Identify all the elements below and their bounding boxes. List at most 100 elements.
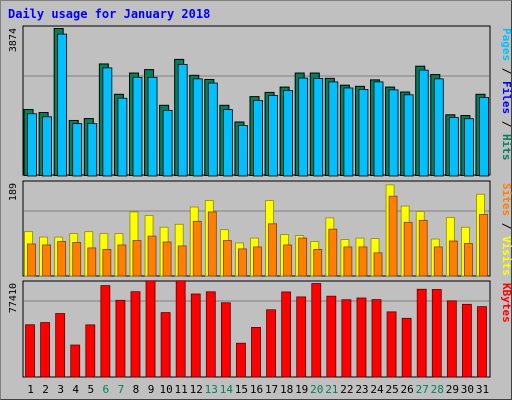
x-tick-label: 11 (175, 383, 188, 396)
chart-title: Daily usage for January 2018 (8, 7, 211, 21)
bar-kbytes (100, 285, 111, 378)
bar-kbytes (40, 322, 50, 378)
bar-kbytes (190, 293, 201, 378)
x-tick-label: 10 (159, 383, 172, 396)
bar-sites (433, 246, 443, 277)
bar-pages (87, 123, 98, 177)
x-tick-label: 16 (250, 383, 263, 396)
legend-separator: / (500, 114, 512, 134)
x-tick-label: 2 (42, 383, 49, 396)
legend-kbytes: KBytes (500, 283, 512, 323)
x-tick-label: 4 (72, 383, 79, 396)
bar-sites (283, 244, 293, 277)
bar-kbytes (175, 280, 186, 378)
legend-requests: Pages / Files / Hits (500, 28, 512, 161)
bar-sites (343, 246, 353, 277)
bar-pages (328, 81, 339, 177)
bar-pages (162, 109, 173, 177)
bar-kbytes (296, 296, 307, 378)
bar-pages (313, 78, 324, 177)
bar-kbytes (236, 342, 246, 378)
x-tick-label: 31 (476, 383, 489, 396)
panel-visitors: 189 Sites / Visits (8, 180, 512, 277)
legend-pages: Pages (500, 28, 512, 61)
x-tick-label: 27 (416, 383, 429, 396)
bar-sites (72, 242, 82, 277)
panel-kbytes: 77410 KBytes (8, 280, 512, 378)
bar-pages (207, 82, 218, 177)
x-tick-label: 23 (355, 383, 368, 396)
legend-visitors: Sites / Visits (500, 183, 512, 276)
x-tick-label: 13 (205, 383, 218, 396)
bar-pages (343, 87, 354, 177)
bar-kbytes (220, 302, 231, 378)
bar-sites (388, 195, 398, 277)
bar-kbytes (446, 300, 457, 378)
bar-pages (479, 97, 489, 177)
bar-kbytes (371, 299, 382, 378)
y-max-label-kbytes: 77410 (8, 283, 19, 313)
bar-sites (313, 248, 323, 277)
x-tick-label: 26 (401, 383, 414, 396)
bar-kbytes (431, 289, 442, 378)
bar-pages (27, 113, 37, 177)
x-tick-label: 22 (340, 383, 353, 396)
x-tick-label: 5 (87, 383, 94, 396)
bar-kbytes (386, 311, 397, 378)
bar-kbytes (145, 280, 156, 378)
bar-pages (283, 90, 294, 177)
x-tick-label: 1 (27, 383, 34, 396)
bar-kbytes (266, 309, 276, 378)
x-tick-label: 17 (265, 383, 278, 396)
bar-sites (177, 245, 187, 277)
legend-separator: / (500, 216, 512, 236)
y-max-label-requests: 3874 (8, 28, 19, 52)
bar-sites (328, 228, 338, 277)
bar-pages (57, 33, 68, 177)
bar-sites (102, 248, 112, 277)
x-tick-label: 12 (190, 383, 203, 396)
bar-sites (403, 221, 413, 277)
x-tick-label: 29 (446, 383, 459, 396)
bar-sites (238, 248, 247, 277)
bar-pages (418, 69, 429, 177)
x-tick-label: 15 (235, 383, 248, 396)
x-tick-label: 9 (148, 383, 155, 396)
bar-pages (388, 89, 399, 177)
bar-sites (162, 241, 172, 277)
bar-pages (222, 109, 233, 177)
bar-pages (102, 67, 113, 177)
bar-sites (132, 240, 142, 277)
bar-kbytes (70, 344, 81, 378)
bar-sites (147, 235, 157, 277)
bar-kbytes (311, 283, 322, 378)
y-max-label-visitors: 189 (8, 183, 19, 201)
bar-kbytes (462, 303, 472, 378)
x-tick-label: 14 (220, 383, 234, 396)
bar-sites (268, 223, 277, 277)
bar-sites (448, 240, 458, 277)
bar-sites (253, 246, 262, 277)
x-tick-label: 18 (280, 383, 293, 396)
bar-sites (222, 240, 232, 277)
legend-sites: Sites (500, 183, 512, 216)
bar-pages (132, 76, 143, 177)
bar-kbytes (85, 324, 96, 378)
bar-kbytes (160, 312, 171, 378)
bar-pages (464, 118, 474, 177)
bar-pages (117, 97, 128, 177)
panel-requests: 3874 Pages / Files / Hits (8, 25, 512, 177)
bar-pages (403, 94, 414, 177)
bar-kbytes (416, 288, 427, 378)
bar-kbytes (281, 291, 292, 378)
bar-pages (433, 78, 444, 177)
x-tick-label: 21 (325, 383, 338, 396)
bar-sites (464, 243, 473, 277)
x-tick-label: 3 (57, 383, 64, 396)
legend-hits: Hits (500, 134, 512, 161)
x-tick-label: 20 (310, 383, 323, 396)
x-tick-label: 24 (370, 383, 384, 396)
x-tick-label: 25 (385, 383, 398, 396)
bar-sites (87, 247, 97, 277)
